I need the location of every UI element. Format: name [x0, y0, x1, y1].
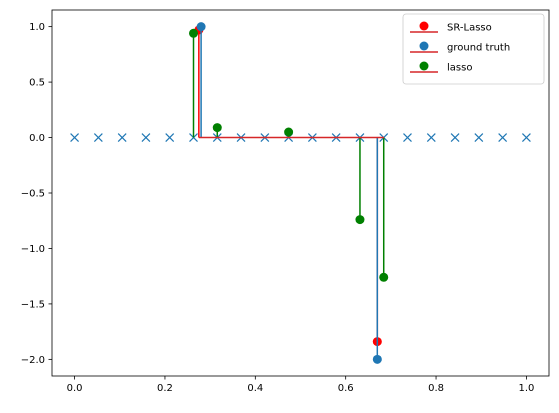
grid-point-x-marker [117, 133, 127, 142]
y-tick-label: 1.0 [29, 22, 45, 33]
y-tick-label: −0.5 [21, 189, 45, 200]
y-tick-label: −1.5 [21, 299, 45, 310]
grid-point-x-marker [141, 133, 151, 142]
stem-marker [212, 123, 222, 133]
series-ground-truth [196, 22, 382, 364]
stem-marker [379, 272, 389, 282]
grid-point-x-marker [165, 133, 175, 142]
y-tick-label: −2.0 [21, 355, 45, 366]
plot-frame [51, 9, 550, 377]
grid-point-x-marker [521, 133, 531, 142]
legend-entry: lasso [410, 61, 472, 74]
stem-marker [372, 354, 382, 364]
x-tick-label: 0.0 [67, 383, 83, 394]
legend-entry: SR-Lasso [410, 21, 492, 34]
legend-label: lasso [447, 63, 472, 74]
grid-point-x-marker [474, 133, 484, 142]
legend-frame [402, 13, 545, 85]
grid-point-x-marker [70, 133, 80, 142]
y-axis-ticks: 1.0 0.5 0.0 −0.5 −1.0 −1.5 −2.0 [21, 22, 52, 366]
legend-label: ground truth [447, 43, 510, 54]
legend-entry: ground truth [410, 41, 510, 54]
grid-point-x-marker [426, 133, 436, 142]
legend-label: SR-Lasso [447, 23, 492, 34]
x-tick-label: 0.4 [247, 383, 263, 394]
x-tick-label: 1.0 [518, 383, 534, 394]
legend-marker-swatch [419, 61, 429, 71]
y-tick-label: −1.0 [21, 244, 45, 255]
x-axis-ticks: 0.0 0.2 0.4 0.6 0.8 1.0 [67, 376, 534, 394]
grid-point-x-marker [450, 133, 460, 142]
stem-marker [355, 215, 365, 225]
y-tick-label: 0.0 [29, 133, 45, 144]
x-tick-label: 0.8 [428, 383, 444, 394]
legend-marker-swatch [419, 41, 429, 51]
legend: SR-Lasso ground truth lasso [402, 13, 545, 85]
x-tick-label: 0.2 [157, 383, 173, 394]
stem-marker [284, 127, 294, 137]
series-lasso [189, 28, 389, 282]
grid-point-x-marker [93, 133, 103, 142]
x-tick-label: 0.6 [338, 383, 354, 394]
grid-point-x-marker [498, 133, 508, 142]
stem-marker [189, 28, 199, 38]
stem-marker [196, 22, 206, 32]
legend-marker-swatch [419, 21, 429, 31]
stem-series [189, 22, 389, 364]
grid-point-x-marker [403, 133, 412, 142]
y-tick-label: 0.5 [29, 78, 45, 89]
